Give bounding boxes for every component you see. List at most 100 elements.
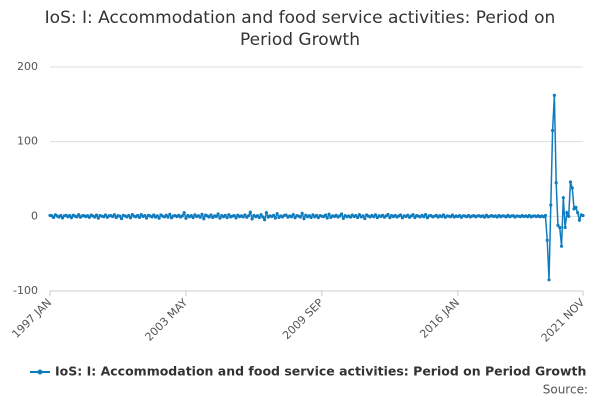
data-point — [157, 216, 161, 220]
data-point — [568, 180, 573, 184]
data-point — [218, 216, 222, 220]
data-point — [168, 212, 172, 216]
data-point — [103, 213, 108, 217]
data-point — [291, 212, 295, 217]
data-point — [567, 214, 571, 218]
title-line: IoS: I: Accommodation and food service a… — [45, 8, 556, 28]
title-line: Period Growth — [240, 30, 360, 50]
data-point — [225, 216, 229, 220]
data-point — [545, 238, 549, 242]
data-point — [554, 181, 558, 185]
y-tick-label: 0 — [31, 209, 38, 222]
data-point — [422, 215, 426, 219]
data-point — [284, 213, 288, 217]
data-point — [563, 225, 567, 230]
data-point — [550, 128, 555, 133]
data-point — [248, 210, 252, 214]
data-point — [191, 216, 195, 220]
data-point — [293, 216, 297, 220]
data-point — [552, 93, 556, 97]
data-point — [214, 214, 218, 219]
data-point — [561, 196, 565, 200]
data-point — [386, 212, 390, 217]
data-point — [227, 213, 231, 217]
data-point — [180, 214, 184, 218]
data-point — [75, 215, 79, 219]
data-point — [570, 186, 574, 190]
data-point — [300, 211, 304, 215]
data-point — [424, 213, 428, 217]
data-point — [112, 213, 116, 217]
data-point — [581, 213, 585, 218]
y-tick-label: 100 — [17, 135, 38, 148]
data-point — [259, 213, 263, 217]
x-tick-label: 1997 JAN — [9, 296, 54, 341]
data-point — [361, 214, 365, 218]
data-point — [143, 214, 147, 218]
x-tick-label: 2009 SEP — [280, 296, 326, 342]
data-point — [137, 215, 142, 219]
data-point — [202, 217, 206, 221]
data-point — [232, 213, 236, 218]
data-point — [69, 216, 74, 220]
data-point — [323, 213, 328, 217]
data-point — [87, 215, 91, 219]
data-point — [209, 213, 213, 217]
x-tick-label: 2003 MAY — [143, 296, 191, 344]
data-point — [271, 213, 276, 217]
data-point — [547, 278, 551, 282]
data-point — [275, 212, 279, 216]
data-point — [118, 214, 122, 218]
data-point — [155, 214, 159, 218]
data-point — [314, 213, 319, 218]
data-point — [243, 213, 247, 217]
data-point — [549, 203, 553, 207]
y-tick-label: -100 — [13, 284, 38, 297]
data-point — [357, 213, 362, 217]
data-point — [166, 215, 170, 219]
data-point — [574, 205, 578, 209]
data-point — [556, 223, 560, 227]
data-point — [234, 216, 238, 220]
data-point — [411, 213, 415, 217]
data-point — [257, 215, 261, 220]
data-point — [289, 215, 294, 219]
data-point — [119, 216, 124, 221]
data-point — [250, 217, 254, 221]
data-point — [576, 211, 580, 215]
data-point — [144, 216, 149, 220]
data-point — [577, 218, 582, 222]
data-point — [373, 213, 378, 217]
data-point — [273, 216, 277, 220]
data-point — [223, 213, 227, 217]
data-point — [261, 215, 265, 219]
data-point — [128, 216, 133, 220]
data-point — [77, 213, 81, 217]
source: Source: — [543, 383, 588, 397]
data-point — [59, 213, 63, 218]
data-point — [339, 212, 344, 216]
data-point — [216, 212, 220, 216]
data-point — [127, 213, 131, 218]
data-point — [51, 215, 56, 220]
data-point — [356, 215, 360, 220]
data-point — [565, 211, 569, 215]
y-tick-label: 200 — [17, 60, 38, 73]
data-point — [264, 211, 269, 215]
data-point — [94, 213, 99, 217]
data-point — [398, 213, 403, 217]
data-point — [559, 244, 564, 248]
data-point — [263, 218, 267, 222]
data-point — [327, 212, 331, 216]
legend-label: IoS: I: Accommodation and food service a… — [55, 364, 586, 379]
data-point — [182, 211, 186, 215]
chart-title: IoS: I: Accommodation and food service a… — [45, 8, 556, 50]
data-point — [302, 217, 306, 221]
data-point — [246, 214, 251, 218]
series-line — [49, 95, 584, 280]
x-tick-label: 2016 JAN — [417, 296, 462, 341]
data-point — [198, 215, 202, 219]
data-point — [543, 213, 548, 218]
data-point — [152, 213, 156, 217]
